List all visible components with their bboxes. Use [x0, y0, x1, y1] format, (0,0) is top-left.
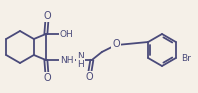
Text: OH: OH	[60, 29, 74, 39]
Text: O: O	[43, 73, 51, 83]
Text: O: O	[112, 39, 120, 49]
Text: N: N	[77, 52, 84, 61]
Text: O: O	[43, 11, 51, 21]
Text: O: O	[85, 72, 93, 82]
Text: NH: NH	[60, 56, 74, 65]
Text: Br: Br	[181, 53, 191, 62]
Text: H: H	[77, 60, 84, 69]
